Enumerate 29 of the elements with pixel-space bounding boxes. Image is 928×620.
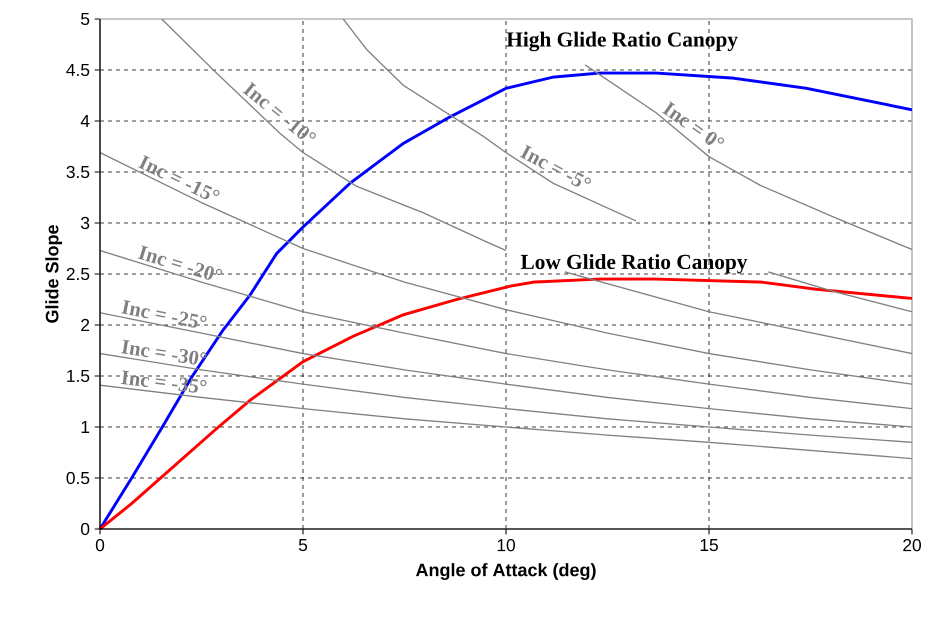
series-label: High Glide Ratio Canopy bbox=[506, 32, 738, 52]
series-label: Low Glide Ratio Canopy bbox=[520, 254, 748, 274]
y-tick-label: 3 bbox=[80, 216, 90, 230]
y-tick-label: 0 bbox=[80, 522, 90, 536]
y-tick-label: 2.5 bbox=[66, 268, 90, 280]
text: Inc = -25° bbox=[121, 300, 207, 328]
x-tick-label: 20 bbox=[903, 539, 921, 552]
x-axis-title: Angle of Attack (deg) bbox=[416, 563, 596, 580]
y-tick-label: 1.5 bbox=[67, 370, 90, 382]
line-series bbox=[98, 72, 914, 530]
x-tick-label: 0 bbox=[96, 539, 104, 552]
x-tick-label: 5 bbox=[298, 539, 308, 552]
x-tick-label: 10 bbox=[498, 539, 515, 552]
y-tick-label: 1 bbox=[82, 421, 90, 433]
y-tick-label: 0.5 bbox=[66, 472, 90, 484]
text: Inc = -20° bbox=[138, 245, 222, 280]
text: Inc = -15° bbox=[138, 154, 220, 200]
y-tick-label: 2 bbox=[81, 318, 90, 332]
text: Inc = 0° bbox=[662, 101, 724, 145]
text: Inc = -5° bbox=[520, 144, 591, 186]
y-tick-label: 4 bbox=[80, 115, 90, 127]
y-axis-title: Glide Slope bbox=[45, 225, 62, 323]
y-tick-label: 4.5 bbox=[66, 64, 90, 76]
text: Inc = -30° bbox=[121, 340, 207, 365]
y-tick-label: 5 bbox=[81, 12, 90, 26]
y-tick-label: 3.5 bbox=[66, 166, 90, 178]
text: Inc = -10° bbox=[242, 82, 316, 139]
x-tick-label: 15 bbox=[700, 539, 718, 552]
text: Inc = -35° bbox=[120, 370, 207, 393]
